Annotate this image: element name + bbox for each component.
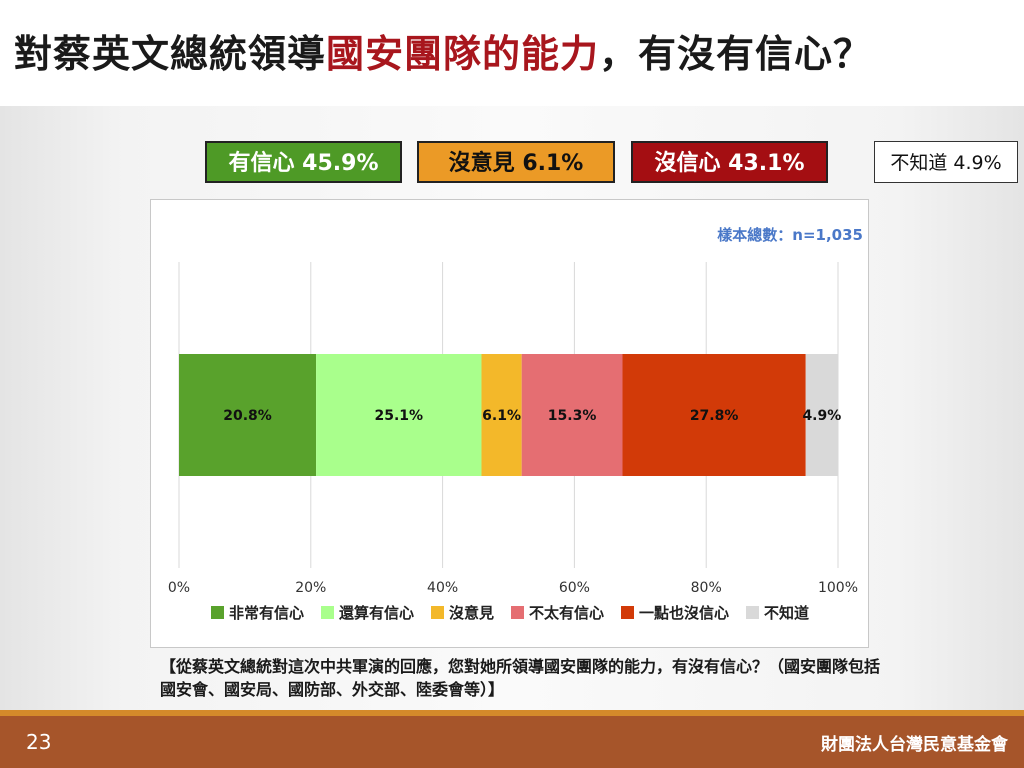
title-highlight: 國安團隊的能力 xyxy=(326,32,600,76)
survey-question: 【從蔡英文總統對這次中共軍演的回應，您對她所領導國安團隊的能力，有沒有信心？（國… xyxy=(160,657,881,699)
sample-size-note: 樣本總數：n=1,035 xyxy=(717,226,863,244)
x-tick-label: 60% xyxy=(559,580,590,596)
legend-label: 沒意見 xyxy=(449,604,494,622)
x-tick-label: 40% xyxy=(427,580,458,596)
x-tick-label: 100% xyxy=(818,580,858,596)
data-label: 4.9% xyxy=(802,408,841,424)
data-label: 20.8% xyxy=(223,408,272,424)
x-tick-label: 20% xyxy=(295,580,326,596)
legend-swatch xyxy=(746,606,759,619)
summary-not-confident-box: 沒信心 43.1% xyxy=(631,141,828,183)
x-tick-label: 0% xyxy=(168,580,190,596)
data-label: 27.8% xyxy=(690,408,739,424)
page-title: 對蔡英文總統領導國安團隊的能力，有沒有信心？ xyxy=(14,14,1014,94)
summary-no-opinion-box: 沒意見 6.1% xyxy=(417,141,615,183)
footer-bar: 23 財團法人台灣民意基金會 xyxy=(0,716,1024,768)
bar-segment xyxy=(622,354,806,476)
title-part1: 對蔡英文總統領導 xyxy=(14,32,327,76)
page-number: 23 xyxy=(26,730,52,754)
bar-segment xyxy=(481,354,522,476)
bar-segment xyxy=(179,354,317,476)
summary-confident-box: 有信心 45.9% xyxy=(205,141,402,183)
legend-label: 不太有信心 xyxy=(529,604,604,622)
legend-swatch xyxy=(621,606,634,619)
legend-label: 還算有信心 xyxy=(339,604,414,622)
bar-segment xyxy=(805,354,838,476)
title-part2: ，有沒有信心？ xyxy=(599,32,873,76)
chart-panel: 樣本總數：n=1,035 0% 20% 40% 60% 80% 100% 20.8% 25.1%… xyxy=(150,199,869,648)
bar-segment xyxy=(316,354,482,476)
legend-label: 非常有信心 xyxy=(229,604,304,622)
data-label: 15.3% xyxy=(548,408,597,424)
legend-label: 一點也沒信心 xyxy=(639,604,729,622)
legend-label: 不知道 xyxy=(764,604,809,622)
data-label: 25.1% xyxy=(374,408,423,424)
legend-swatch xyxy=(321,606,334,619)
stacked-bar-chart: 樣本總數：n=1,035 0% 20% 40% 60% 80% 100% 20.8% 25.1%… xyxy=(168,226,863,622)
footer-divider xyxy=(0,710,1024,716)
bar-segment xyxy=(521,354,623,476)
data-label: 6.1% xyxy=(482,408,521,424)
organization-name: 財團法人台灣民意基金會 xyxy=(821,735,1008,755)
summary-dont-know-box: 不知道 4.9% xyxy=(874,141,1018,183)
legend-swatch xyxy=(211,606,224,619)
legend-swatch xyxy=(511,606,524,619)
x-tick-label: 80% xyxy=(691,580,722,596)
legend-swatch xyxy=(431,606,444,619)
